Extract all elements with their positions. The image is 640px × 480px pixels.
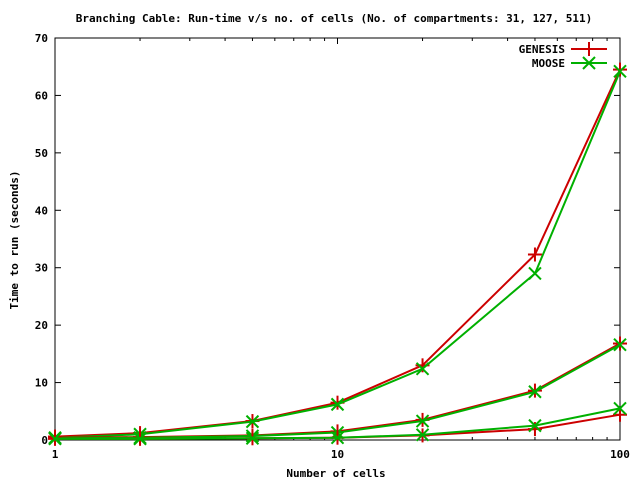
- x-tick-label: 100: [610, 448, 630, 461]
- chart-title: Branching Cable: Run-time v/s no. of cel…: [76, 12, 593, 25]
- cross-marker: [415, 428, 430, 442]
- y-tick-label: 0: [41, 434, 48, 447]
- cross-marker: [528, 418, 542, 433]
- cross-marker: [613, 337, 627, 352]
- cross-marker: [330, 397, 345, 412]
- plus-marker: [613, 407, 627, 422]
- cross-marker: [330, 430, 345, 445]
- y-tick-label: 20: [35, 319, 48, 332]
- y-tick-label: 50: [35, 147, 48, 160]
- series-layer: [48, 62, 627, 446]
- x-tick-label: 1: [52, 448, 59, 461]
- x-axis-label: Number of cells: [286, 467, 385, 480]
- axis-ticks: 0 10 20 30 40 50 60 70 1 10 100: [35, 32, 630, 461]
- y-tick-label: 60: [35, 89, 48, 102]
- y-tick-label: 70: [35, 32, 48, 45]
- cross-marker: [613, 401, 627, 416]
- cross-marker: [133, 432, 147, 446]
- cross-marker: [415, 362, 430, 376]
- y-tick-label: 10: [35, 377, 48, 390]
- y-axis-label: Time to run (seconds): [8, 170, 21, 309]
- legend-label: MOOSE: [532, 57, 565, 70]
- cross-marker: [245, 414, 260, 429]
- cross-marker: [415, 414, 430, 428]
- cross-marker: [245, 431, 260, 445]
- plot-frame: [54, 37, 621, 441]
- legend-label: GENESIS: [519, 43, 565, 56]
- cross-marker: [528, 385, 542, 399]
- cross-marker: [613, 64, 627, 79]
- y-tick-label: 30: [35, 262, 48, 275]
- cross-marker: [528, 266, 542, 281]
- cross-marker: [48, 432, 62, 446]
- cross-marker: [582, 56, 596, 70]
- plus-marker: [582, 42, 596, 56]
- plus-marker: [527, 247, 542, 262]
- series-5: [48, 401, 627, 446]
- plus-marker: [613, 62, 627, 77]
- y-tick-label: 40: [35, 204, 48, 217]
- x-tick-label: 10: [331, 448, 344, 461]
